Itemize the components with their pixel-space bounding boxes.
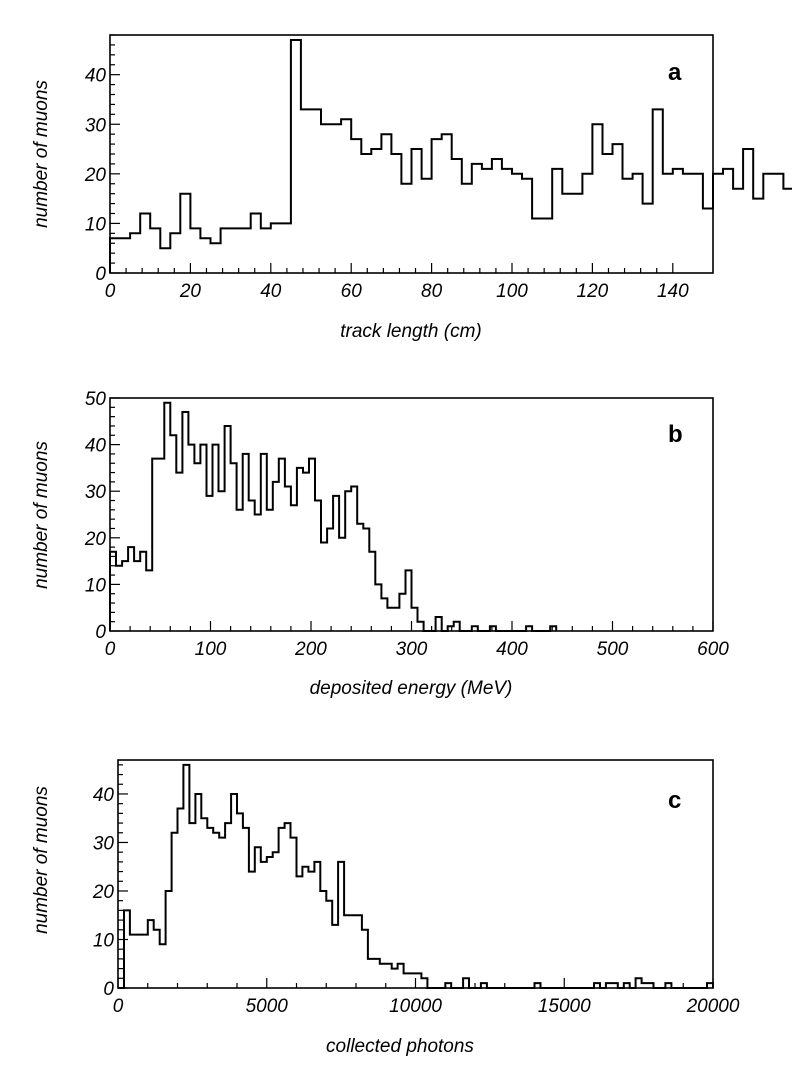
x-tick-label: 60 <box>341 281 363 302</box>
y-tick-label: 30 <box>85 115 107 136</box>
tick-marks <box>117 764 714 989</box>
y-tick-label: 50 <box>85 389 107 410</box>
panel-c: 0 5000 10000 15000 20000 0 10 20 30 40 c collect… <box>31 759 740 1057</box>
x-tick-label: 0 <box>113 996 124 1017</box>
panel-label: c <box>668 787 681 814</box>
x-axis-title: collected photons <box>326 1036 474 1057</box>
y-tick-label: 10 <box>93 930 115 951</box>
y-tick-label: 40 <box>93 785 115 806</box>
x-tick-label: 40 <box>260 281 282 302</box>
x-axis-title: track length (cm) <box>340 321 481 342</box>
x-tick-label: 100 <box>496 281 528 302</box>
x-tick-label: 0 <box>105 281 116 302</box>
y-tick-labels: 0 10 20 30 40 <box>92 785 115 1000</box>
plot-frame <box>117 759 714 989</box>
x-tick-label: 600 <box>697 639 729 660</box>
y-axis-title: number of muons <box>31 441 52 589</box>
x-axis-title: deposited energy (MeV) <box>310 678 513 699</box>
x-tick-labels: 0 20 40 60 80 100 120 140 <box>105 281 689 302</box>
histogram-series <box>118 763 714 989</box>
x-tick-label: 120 <box>577 281 609 302</box>
x-tick-label: 15000 <box>538 996 591 1017</box>
y-tick-label: 30 <box>93 833 115 854</box>
histogram-series <box>109 39 792 273</box>
y-axis-title: number of muons <box>31 786 52 934</box>
x-tick-label: 80 <box>421 281 443 302</box>
y-tick-labels: 0 10 20 30 40 50 <box>84 389 107 643</box>
y-tick-label: 20 <box>92 882 115 903</box>
panel-label: b <box>668 421 683 448</box>
x-tick-label: 100 <box>195 639 227 660</box>
y-tick-label: 40 <box>85 436 107 457</box>
x-tick-label: 300 <box>396 639 428 660</box>
x-tick-label: 200 <box>294 639 327 660</box>
y-tick-label: 0 <box>103 979 114 1000</box>
y-tick-label: 40 <box>85 66 107 87</box>
x-tick-label: 20000 <box>686 996 740 1017</box>
y-tick-label: 0 <box>95 622 106 643</box>
y-tick-label: 0 <box>95 264 106 285</box>
x-tick-label: 5000 <box>246 996 289 1017</box>
x-tick-label: 500 <box>597 639 629 660</box>
x-tick-labels: 0 100 200 300 400 500 600 <box>105 639 730 660</box>
y-tick-label: 10 <box>85 575 107 596</box>
y-tick-label: 20 <box>84 165 107 186</box>
histogram-series <box>109 401 558 632</box>
y-tick-label: 20 <box>84 529 107 550</box>
x-tick-label: 20 <box>179 281 202 302</box>
x-tick-label: 0 <box>105 639 116 660</box>
x-tick-labels: 0 5000 10000 15000 20000 <box>113 996 740 1017</box>
x-tick-label: 400 <box>496 639 528 660</box>
panel-label: a <box>668 59 682 86</box>
y-tick-label: 30 <box>85 482 107 503</box>
y-axis-title: number of muons <box>31 80 52 228</box>
tick-marks <box>109 34 674 274</box>
panel-b: 0 100 200 300 400 500 600 0 10 20 30 40 50 b deposi… <box>31 389 729 699</box>
panel-a: 0 20 40 60 80 100 120 140 0 10 20 30 40 a track len… <box>31 34 792 342</box>
y-tick-labels: 0 10 20 30 40 <box>84 66 107 285</box>
x-tick-label: 10000 <box>389 996 442 1017</box>
x-tick-label: 140 <box>657 281 689 302</box>
y-tick-label: 10 <box>85 214 107 235</box>
